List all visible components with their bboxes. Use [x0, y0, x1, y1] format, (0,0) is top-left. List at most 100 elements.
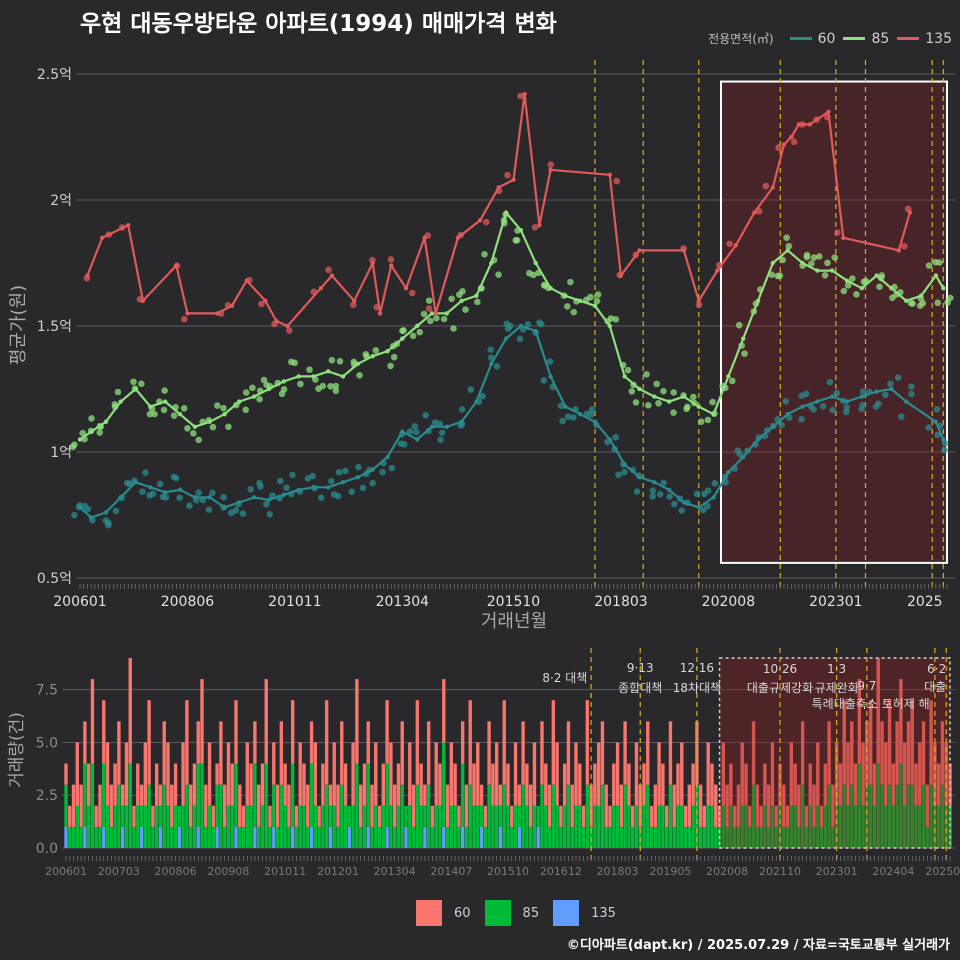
volume-bar-60 [68, 805, 72, 827]
volume-bar-85 [86, 805, 91, 848]
volume-bar-60 [287, 784, 291, 827]
price-dot-85 [190, 430, 197, 437]
price-point-135 [370, 260, 375, 266]
volume-bar-85 [521, 784, 525, 848]
price-line-85 [79, 211, 945, 441]
price-dot-60 [843, 404, 851, 411]
price-dot-60 [334, 492, 342, 500]
volume-bar-60 [351, 742, 355, 806]
volume-bar-85 [117, 784, 121, 848]
price-dot-135 [726, 240, 734, 248]
volume-bar-85 [476, 805, 480, 848]
volume-bar-60 [914, 763, 918, 806]
price-point-135 [433, 311, 438, 316]
volume-bar-60 [936, 763, 941, 806]
volume-bar-85 [120, 805, 125, 827]
price-point-60 [622, 462, 627, 467]
volume-bar-85 [442, 742, 446, 827]
price-dot-60 [71, 511, 78, 519]
volume-bar-60 [434, 742, 438, 806]
volume-bar-85 [464, 826, 469, 848]
volume-bar-60 [166, 742, 170, 806]
volume-bar-135 [442, 826, 446, 848]
volume-bar-60 [740, 742, 744, 806]
volume-bar-85 [347, 805, 352, 827]
price-point-135 [244, 278, 249, 283]
price-point-85 [444, 311, 450, 316]
price-point-85 [563, 293, 568, 298]
price-point-135 [511, 177, 516, 183]
volume-bar-85 [778, 805, 782, 848]
price-dot-85 [624, 366, 632, 374]
volume-bar-85 [434, 805, 438, 848]
volume-x-tick-label: 202301 [816, 865, 858, 878]
volume-bar-85 [139, 805, 144, 827]
price-dot-60 [557, 402, 565, 410]
price-point-60 [370, 467, 375, 472]
volume-x-tick-label: 202506 [925, 865, 960, 878]
volume-swatch-135-icon [553, 900, 580, 926]
volume-bar-85 [238, 826, 242, 848]
price-dot-60 [612, 434, 619, 441]
price-point-60 [785, 412, 790, 417]
price-point-85 [889, 286, 894, 291]
price-dot-60 [257, 483, 264, 490]
price-point-135 [807, 122, 813, 127]
volume-x-tick-label: 201201 [317, 865, 359, 878]
volume-bar-85 [804, 826, 809, 848]
price-dot-85 [88, 415, 95, 422]
volume-bar-85 [914, 805, 918, 848]
price-dot-85 [249, 384, 256, 392]
price-point-60 [741, 454, 746, 460]
price-dot-60 [693, 490, 701, 498]
price-dot-135 [504, 171, 511, 179]
price-point-60 [385, 454, 390, 460]
volume-chart: 8·2 대책 9·13 종합대책 12·16 18차대책 10·26 대출규제강화 1·3 규제… [7, 648, 960, 878]
price-dot-60 [621, 468, 628, 476]
price-dot-85 [242, 406, 250, 414]
price-dot-85 [643, 371, 650, 378]
volume-bar-85 [362, 805, 367, 848]
price-point-60 [133, 480, 138, 485]
volume-y-tick-label: 0.0 [36, 841, 58, 857]
volume-bar-85 [343, 805, 348, 848]
volume-bar-60 [245, 742, 250, 806]
volume-bar-85 [570, 826, 574, 848]
volume-bar-135 [536, 826, 540, 848]
price-point-60 [400, 429, 405, 435]
price-point-135 [841, 235, 846, 240]
price-dot-85 [541, 281, 548, 289]
price-dot-85 [387, 362, 394, 370]
volume-bar-85 [834, 805, 839, 848]
price-dot-60 [538, 321, 545, 328]
volume-bar-85 [181, 805, 185, 848]
volume-bar-85 [351, 805, 355, 848]
volume-bar-60 [532, 742, 537, 806]
volume-bar-85 [532, 805, 537, 848]
volume-bar-60 [664, 805, 669, 827]
price-dot-60 [205, 506, 213, 514]
volume-bar-85 [755, 826, 760, 848]
volume-bar-85 [128, 763, 132, 848]
volume-bar-85 [294, 826, 299, 848]
volume-bar-60 [256, 784, 261, 827]
price-point-60 [103, 510, 109, 515]
volume-bar-85 [423, 805, 427, 827]
volume-bar-60 [498, 784, 503, 806]
volume-bar-85 [551, 784, 556, 848]
price-dot-60 [422, 411, 430, 419]
volume-bar-60 [200, 679, 204, 764]
price-dot-85 [783, 234, 790, 241]
price-y-tick-label: 2.5억 [37, 67, 72, 83]
volume-bar-60 [687, 784, 692, 827]
volume-bar-60 [192, 763, 197, 806]
volume-legend-item-135: 135 [553, 900, 616, 926]
price-dot-85 [925, 262, 933, 269]
volume-bar-60 [710, 763, 714, 806]
price-dot-85 [280, 386, 288, 393]
volume-bar-60 [105, 742, 110, 806]
volume-bar-85 [702, 826, 707, 848]
volume-bar-85 [177, 805, 182, 827]
price-point-135 [496, 185, 501, 190]
price-point-85 [340, 374, 346, 379]
